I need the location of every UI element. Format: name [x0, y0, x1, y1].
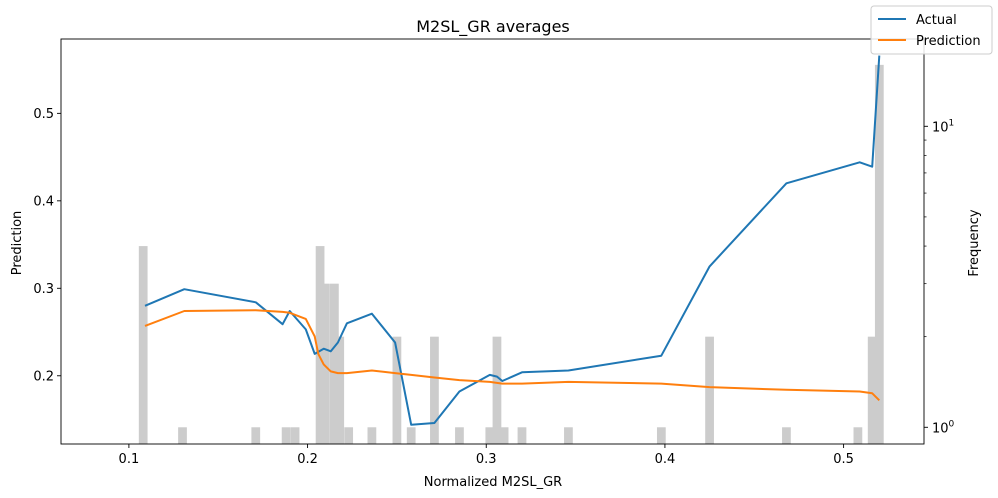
y-axis-label: Prediction [10, 211, 25, 276]
histogram-bar-16 [492, 336, 502, 444]
y-tick-label-2: 0.4 [33, 194, 54, 209]
histogram-bar-3 [281, 427, 291, 444]
legend-label-prediction: Prediction [916, 34, 981, 49]
x-tick-label-3: 0.4 [655, 452, 676, 467]
histogram-bar-13 [430, 336, 439, 444]
histogram-bar-1 [178, 427, 187, 444]
histogram-bar-22 [782, 427, 791, 444]
histogram-bar-5 [315, 246, 325, 444]
histogram-bar-25 [874, 64, 884, 444]
histogram-bar-8 [335, 336, 345, 444]
histogram-bar-23 [853, 427, 863, 444]
histogram-bar-4 [290, 427, 300, 444]
histogram-bar-19 [564, 427, 573, 444]
histogram-bar-10 [367, 427, 377, 444]
histogram-bar-2 [251, 427, 261, 444]
secondary-y-axis-label: Frequency [967, 209, 982, 276]
x-tick-label-2: 0.3 [476, 452, 497, 467]
histogram-bar-18 [517, 427, 527, 444]
series-line-actual [144, 55, 881, 426]
histogram-bar-21 [705, 336, 714, 444]
histogram-bar-9 [344, 427, 354, 444]
histogram-bar-11 [392, 336, 402, 444]
histogram-bars [138, 64, 884, 444]
chart-title: M2SL_GR averages [416, 17, 570, 37]
x-axis-label: Normalized M2SL_GR [424, 475, 562, 490]
x-tick-label-4: 0.5 [833, 452, 854, 467]
legend: Actual Prediction [870, 5, 993, 55]
histogram-bar-0 [138, 246, 148, 444]
y-tick-label-1: 0.3 [33, 282, 54, 297]
legend-label-actual: Actual [916, 13, 957, 28]
histogram-bar-7 [329, 283, 339, 444]
series-lines [144, 55, 881, 426]
y-tick-label-0: 0.2 [33, 369, 54, 384]
histogram-bar-20 [656, 427, 666, 444]
series-line-prediction [144, 309, 881, 402]
x-tick-label-0: 0.1 [119, 452, 140, 467]
y-tick-label-3: 0.5 [33, 107, 54, 122]
histogram-bar-17 [499, 427, 509, 444]
histogram-bar-24 [867, 336, 877, 444]
histogram-bar-6 [321, 283, 330, 444]
x-tick-label-1: 0.2 [297, 452, 318, 467]
histogram-bar-15 [485, 427, 495, 444]
plot-frame [60, 38, 925, 445]
histogram-bar-12 [406, 427, 416, 444]
histogram-bar-14 [455, 427, 464, 444]
